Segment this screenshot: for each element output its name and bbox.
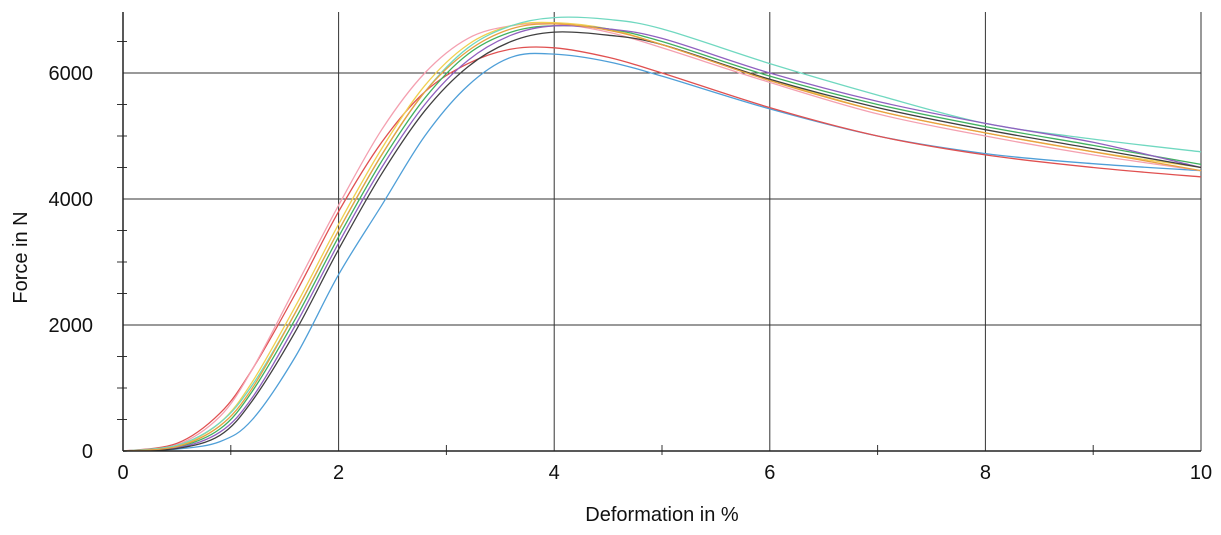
minor-ticks <box>117 41 1094 455</box>
series-line-1 <box>122 52 1202 452</box>
axes <box>122 12 1201 452</box>
y-tick-label: 0 <box>82 441 93 463</box>
series-line-8 <box>122 31 1202 452</box>
series-line-9 <box>122 23 1202 452</box>
series-line-4 <box>122 21 1202 452</box>
tick-labels: 0 2 4 6 8 10 0 2000 4000 6000 <box>49 63 1213 484</box>
series-line-5 <box>122 25 1202 452</box>
x-tick-label: 2 <box>333 462 344 484</box>
x-tick-label: 10 <box>1190 462 1212 484</box>
series-line-7 <box>122 24 1202 452</box>
series-group <box>122 16 1202 452</box>
y-tick-label: 2000 <box>49 315 94 337</box>
x-tick-label: 6 <box>764 462 775 484</box>
y-tick-label: 4000 <box>49 189 94 211</box>
series-line-2 <box>122 46 1202 452</box>
series-line-6 <box>122 16 1202 452</box>
series-line-3 <box>122 22 1202 452</box>
x-tick-label: 4 <box>549 462 560 484</box>
y-axis-title: Force in N <box>10 211 32 303</box>
x-tick-label: 0 <box>117 462 128 484</box>
x-tick-label: 8 <box>980 462 991 484</box>
y-tick-label: 6000 <box>49 63 94 85</box>
x-axis-title: Deformation in % <box>585 504 739 526</box>
grid <box>123 12 1202 451</box>
